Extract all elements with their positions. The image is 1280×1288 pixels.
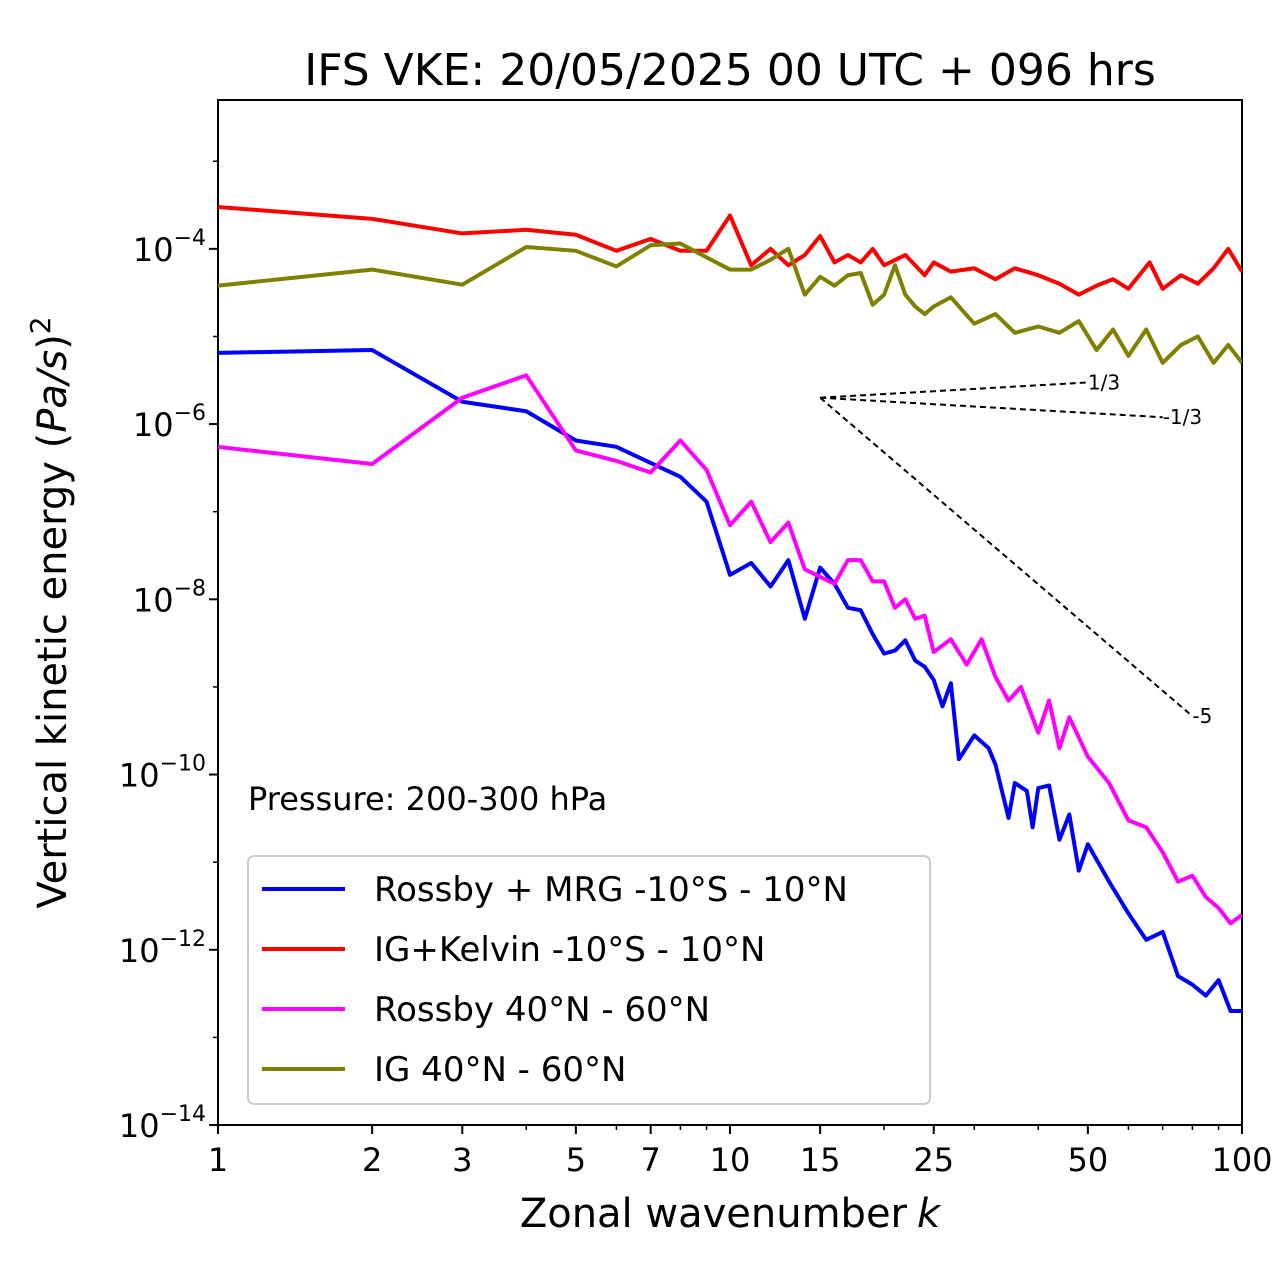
y-tick-exponent: −6 <box>174 401 206 426</box>
reference-slope-line-1 <box>820 396 1163 419</box>
legend-label-2: Rossby 40°N - 60°N <box>374 990 710 1030</box>
legend-box <box>247 855 931 1105</box>
x-tick-label-7: 25 <box>913 1141 954 1179</box>
y-tick-label-3: 10−10 <box>119 752 206 795</box>
reference-slope-line-0 <box>820 381 1088 399</box>
legend-label-1: IG+Kelvin -10°S - 10°N <box>374 930 765 970</box>
y-tick-exponent: −10 <box>160 752 206 777</box>
y-axis-label: Vertical kinetic energy (Pa/s)2 <box>24 316 76 908</box>
y-tick-label-0: 10−4 <box>133 226 206 269</box>
y-tick-base: 10 <box>133 406 174 444</box>
chart-title: IFS VKE: 20/05/2025 00 UTC + 096 hrs <box>304 45 1156 96</box>
pressure-annotation: Pressure: 200-300 hPa <box>248 780 607 818</box>
x-tick-label-0: 1 <box>208 1141 228 1179</box>
y-tick-label-5: 10−14 <box>119 1102 206 1145</box>
series-line-2 <box>218 373 1242 926</box>
y-tick-exponent: −8 <box>174 576 206 601</box>
y-axis-label-close: ) <box>30 334 76 350</box>
reference-slopes: 1/3 -1/3 -5 <box>819 370 1212 728</box>
x-tick-label-8: 50 <box>1068 1141 1109 1179</box>
y-tick-base: 10 <box>119 932 160 970</box>
series-line-1 <box>218 205 1242 297</box>
series-line-0 <box>218 348 1242 1014</box>
reference-slope-label-1: -1/3 <box>1163 405 1202 429</box>
y-tick-label-2: 10−8 <box>133 576 206 619</box>
y-axis-label-var: Pa/s <box>30 350 76 433</box>
x-tick-label-5: 10 <box>710 1141 751 1179</box>
y-tick-exponent: −12 <box>160 927 206 952</box>
y-tick-exponent: −14 <box>160 1102 206 1127</box>
legend-label-0: Rossby + MRG -10°S - 10°N <box>374 870 848 910</box>
x-tick-label-9: 100 <box>1211 1141 1272 1179</box>
reference-slope-label-0: 1/3 <box>1088 370 1120 394</box>
y-tick-base: 10 <box>133 581 174 619</box>
x-axis-label: Zonal wavenumber k <box>520 1191 942 1237</box>
y-axis-label-text: Vertical kinetic energy ( <box>30 433 76 909</box>
y-axis-label-power: 2 <box>24 316 57 334</box>
x-tick-label-2: 3 <box>452 1141 472 1179</box>
y-tick-base: 10 <box>119 1107 160 1145</box>
series-line-3 <box>218 241 1242 365</box>
x-axis-label-var: k <box>917 1191 942 1237</box>
x-axis: 1 2 3 5 7 10 15 25 50 100 Zonal wavenumber k <box>208 1125 1273 1237</box>
y-tick-label-4: 10−12 <box>119 927 206 970</box>
legend-label-3: IG 40°N - 60°N <box>374 1050 626 1090</box>
y-tick-exponent: −4 <box>174 226 206 251</box>
x-tick-label-6: 15 <box>800 1141 841 1179</box>
y-tick-base: 10 <box>133 231 174 269</box>
reference-slope-line-2 <box>819 396 1194 717</box>
legend: Rossby + MRG -10°S - 10°N IG+Kelvin -10°S… <box>247 855 931 1105</box>
reference-slope-label-2: -5 <box>1192 704 1212 728</box>
x-tick-label-3: 5 <box>566 1141 586 1179</box>
series-layer <box>218 205 1242 1014</box>
x-axis-label-text: Zonal wavenumber <box>520 1191 908 1237</box>
y-tick-base: 10 <box>119 757 160 795</box>
y-tick-label-1: 10−6 <box>133 401 206 444</box>
x-tick-label-1: 2 <box>362 1141 382 1179</box>
x-tick-label-4: 7 <box>641 1141 661 1179</box>
